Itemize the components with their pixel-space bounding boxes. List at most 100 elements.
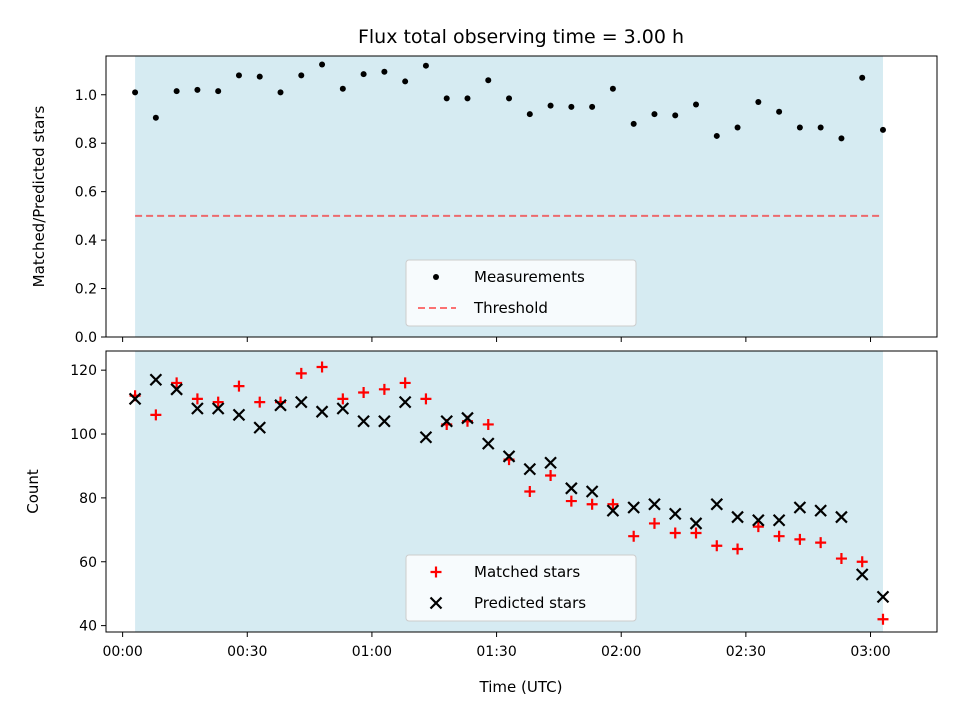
predicted-star-point [211, 402, 225, 415]
x-tick-label: 02:00 [601, 644, 641, 660]
y-tick-label: 0.2 [75, 282, 97, 298]
x-tick-label: 01:00 [352, 644, 392, 660]
measurement-point [734, 124, 741, 131]
measurement-point [298, 72, 305, 79]
measurement-point [256, 73, 263, 80]
chart-title: Flux total observing time = 3.00 h [358, 26, 684, 48]
measurement-point [339, 85, 346, 92]
predicted-star-point [565, 482, 578, 495]
matched-star-point [254, 396, 266, 408]
measurement-point [277, 89, 284, 96]
matched-star-point [171, 377, 183, 389]
x-tick-label: 01:30 [476, 644, 516, 660]
predicted-star-point [336, 402, 350, 415]
measurement-point [173, 88, 180, 95]
measurement-point [879, 126, 886, 133]
matched-star-point [545, 470, 557, 482]
measurement-point [630, 120, 637, 127]
measurement-point [381, 68, 388, 75]
legend-predicted-marker [429, 596, 443, 610]
measurement-point [609, 85, 616, 92]
predicted-star-point [419, 430, 433, 444]
y-tick-label: 0.4 [75, 233, 97, 249]
matched-star-point [648, 517, 660, 529]
legend-matched-marker [430, 566, 442, 578]
matched-star-point [773, 530, 785, 542]
measurement-point [568, 103, 575, 110]
measurement-point [526, 111, 533, 118]
predicted-star-point [253, 421, 267, 434]
measurement-point [713, 132, 720, 139]
y-tick-label: 1.0 [75, 88, 97, 104]
matched-star-point [752, 521, 764, 533]
predicted-star-point [461, 411, 474, 425]
y-tick-label: 60 [79, 555, 97, 571]
measurement-point [547, 102, 554, 109]
predicted-star-point [793, 501, 807, 514]
matched-star-point [420, 393, 432, 405]
matched-star-point [524, 486, 536, 497]
predicted-star-point [544, 456, 557, 470]
predicted-star-point [668, 507, 682, 521]
y-tick-label: 0.0 [75, 330, 97, 346]
predicted-star-point [274, 399, 287, 412]
measurement-point [443, 95, 450, 102]
predicted-star-point [315, 405, 329, 418]
x-tick-label: 00:30 [227, 644, 267, 660]
matched-star-point [191, 393, 203, 405]
measurement-point [838, 135, 845, 142]
measurement-point [235, 72, 242, 79]
predicted-star-point [398, 395, 412, 409]
predicted-star-point [752, 513, 765, 527]
y-tick-label: 100 [70, 427, 97, 443]
matched-star-point [150, 409, 162, 421]
measurement-point [817, 124, 824, 131]
y-tick-label: 40 [79, 619, 97, 635]
matched-star-point [212, 396, 224, 408]
predicted-star-point [502, 450, 516, 463]
predicted-star-point [440, 414, 453, 428]
predicted-star-point [731, 510, 744, 524]
predicted-star-point [627, 501, 640, 514]
measurement-point [194, 86, 201, 93]
measurement-point [506, 95, 513, 102]
predicted-star-point [855, 568, 869, 581]
legend-box [405, 554, 637, 622]
legend-measurements-marker [433, 274, 439, 280]
measurement-point [132, 89, 139, 96]
matched-star-point [295, 367, 307, 379]
y-tick-label: 80 [79, 491, 97, 507]
matched-star-point [856, 556, 868, 568]
predicted-star-point [648, 497, 661, 511]
matched-star-point [586, 498, 598, 510]
matched-star-point [337, 393, 349, 405]
predicted-star-point [295, 395, 308, 409]
predicted-star-point [481, 437, 495, 450]
legend-label: Predicted stars [474, 594, 586, 612]
measurement-point [464, 95, 471, 102]
matched-star-point [669, 527, 681, 539]
predicted-star-point [814, 504, 827, 517]
y-axis-label: Matched/Predicted stars [30, 106, 48, 288]
measurement-point [776, 108, 783, 115]
matched-star-point [877, 613, 889, 625]
measurement-point [755, 99, 762, 106]
matched-star-point [711, 540, 723, 552]
legend-box [405, 259, 637, 327]
measurement-point [319, 61, 326, 68]
y-axis-label: Count [24, 469, 42, 514]
measurement-point [672, 112, 679, 119]
predicted-star-point [128, 392, 142, 406]
matched-star-point [565, 495, 577, 507]
predicted-star-point [585, 485, 599, 498]
plot-frame [105, 55, 938, 338]
predicted-star-point [606, 504, 620, 517]
matched-star-point [794, 533, 806, 545]
measurement-point [651, 111, 658, 118]
top-panel: 0.0 0.2 0.4 0.6 0.8 1.0 Matched/Predicted star… [30, 55, 938, 346]
predicted-star-point [689, 517, 703, 530]
y-tick-label: 0.8 [75, 136, 97, 152]
legend-label: Threshold [473, 299, 548, 317]
predicted-star-point [835, 510, 848, 524]
x-axis-label: Time (UTC) [479, 678, 563, 696]
